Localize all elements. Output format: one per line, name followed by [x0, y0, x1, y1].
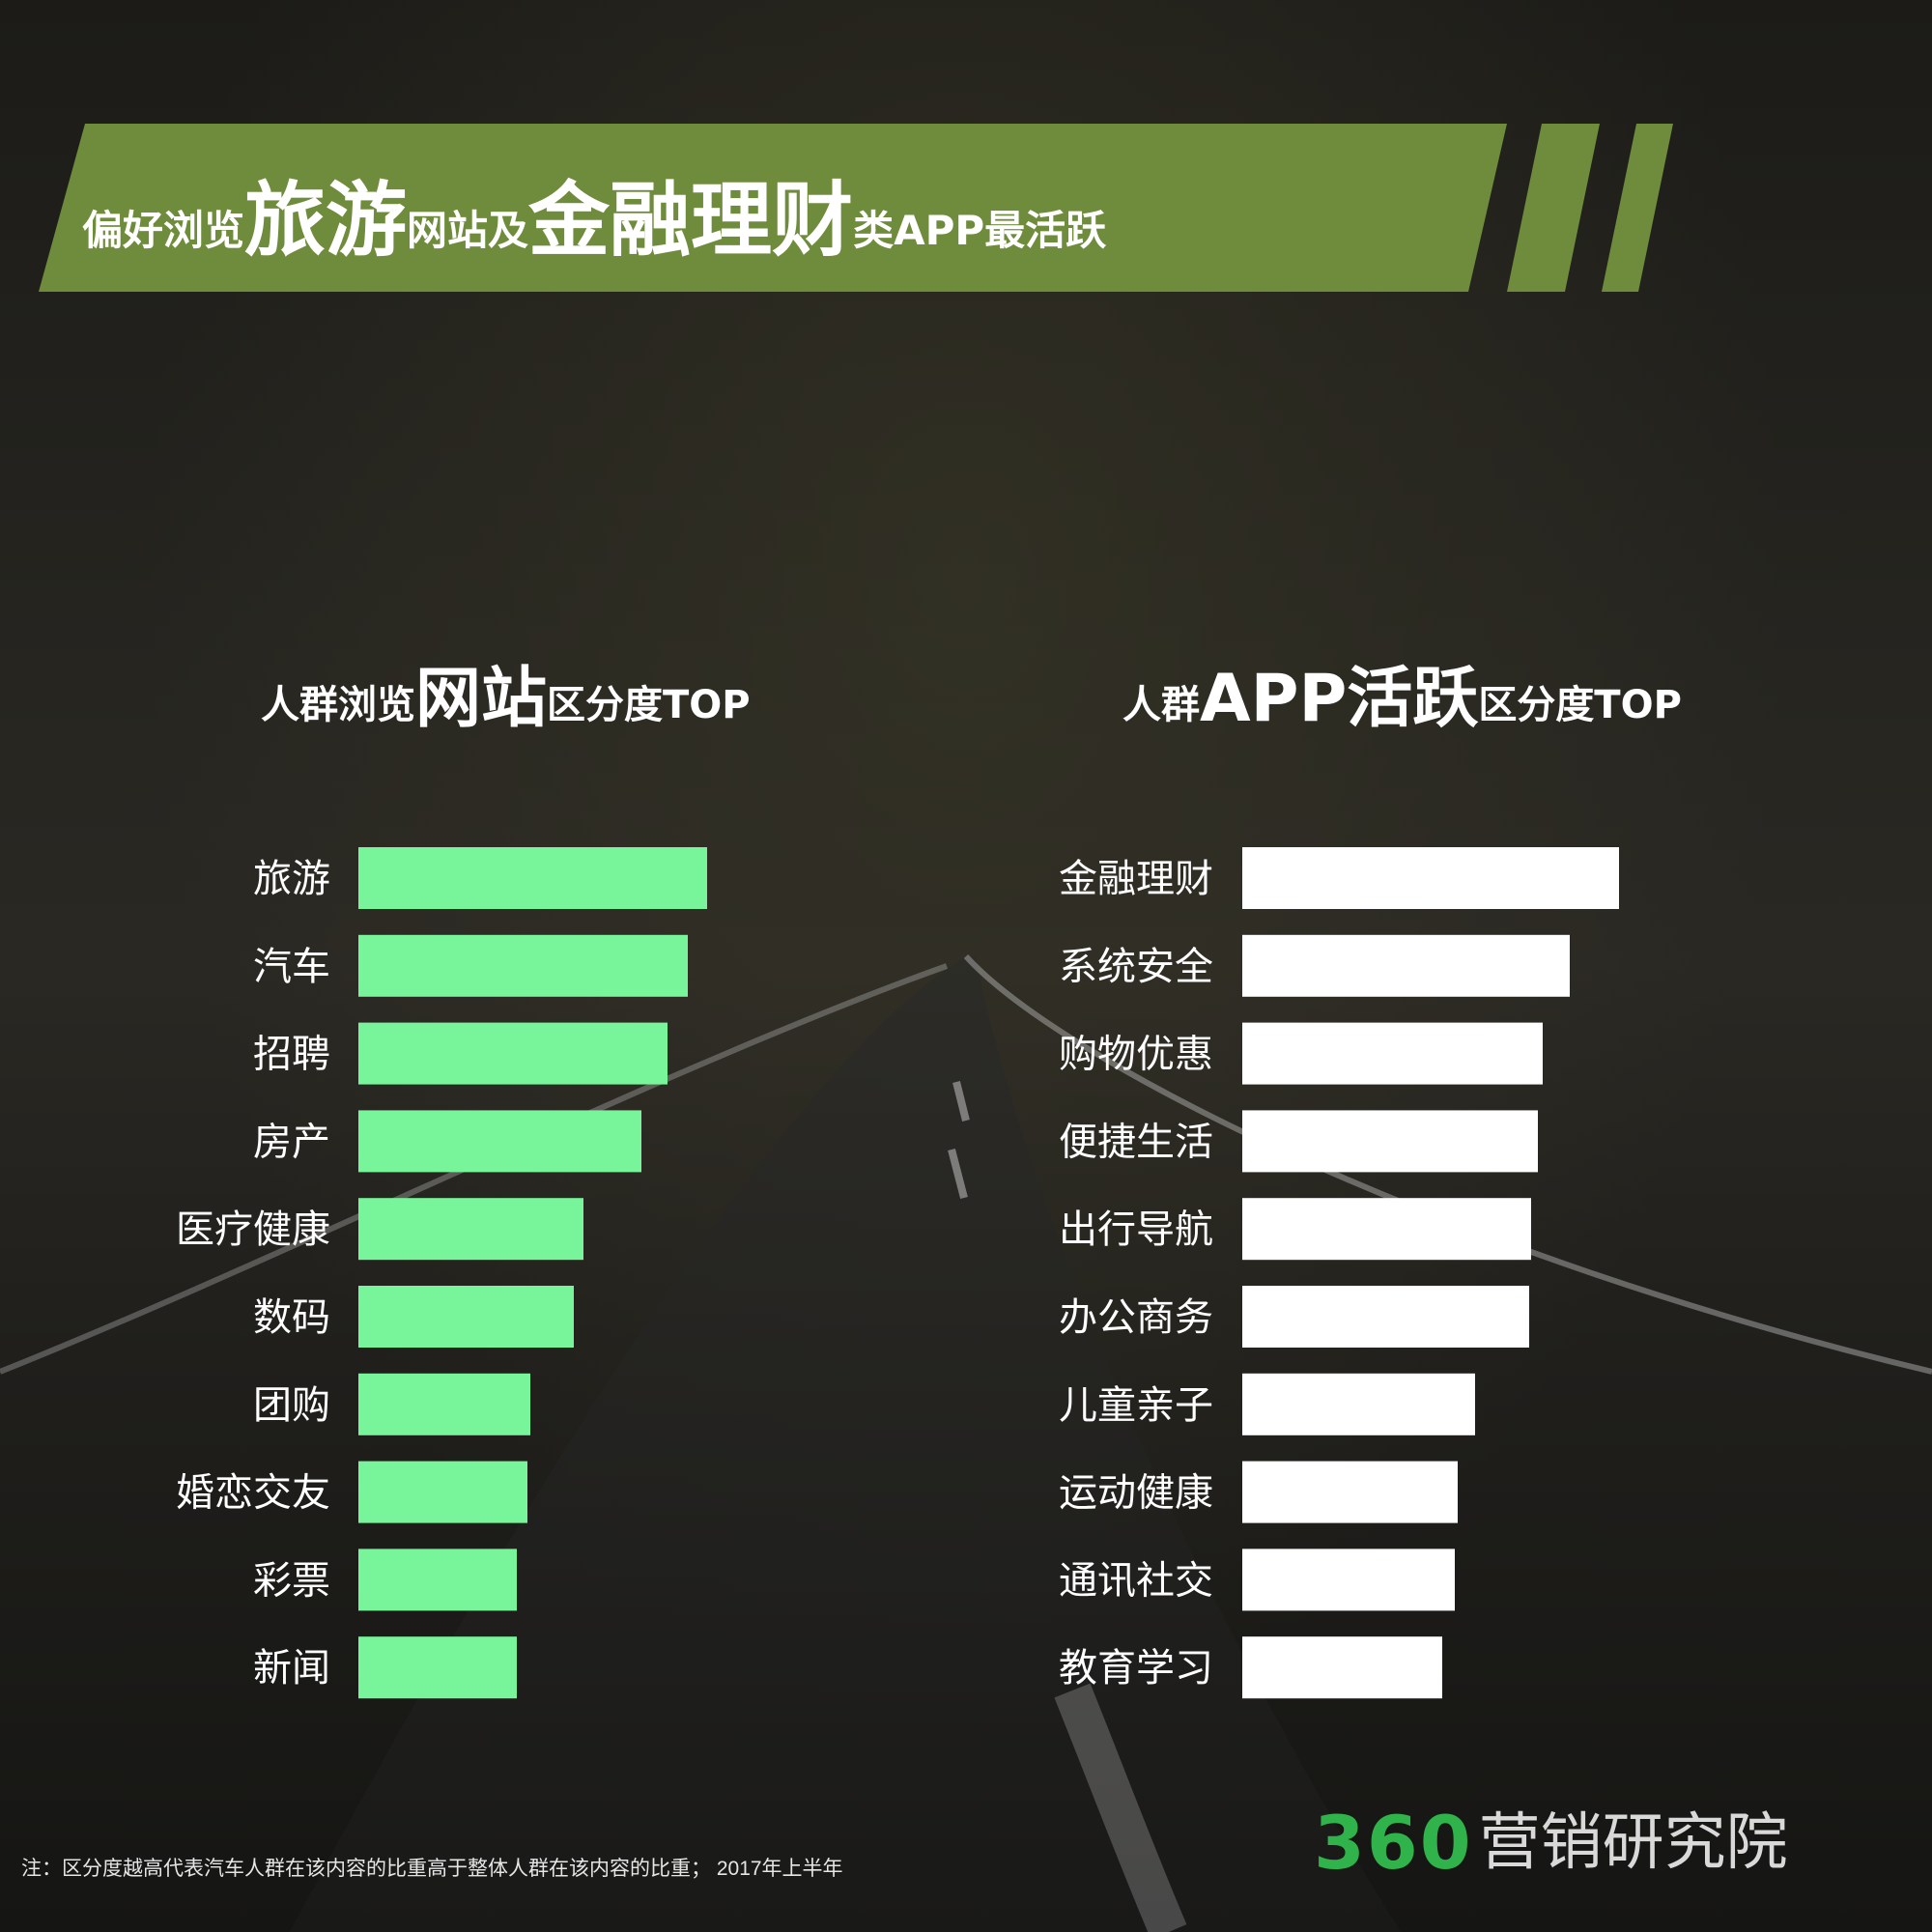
bar — [1242, 934, 1570, 997]
logo-number: 360 — [1314, 1800, 1473, 1886]
category-label: 汽车 — [253, 945, 330, 989]
title-part-2: 旅游 — [244, 173, 408, 268]
title-part-1: 偏好浏览 — [82, 207, 245, 254]
category-label: 购物优惠 — [1059, 1033, 1213, 1077]
category-label: 彩票 — [253, 1558, 330, 1603]
logo-text: 营销研究院 — [1478, 1807, 1788, 1879]
title-part-5: 类APP最活跃 — [853, 207, 1107, 254]
footnote: 注：区分度越高代表汽车人群在该内容的比重高于整体人群在该内容的比重； 2017年… — [21, 1858, 843, 1880]
title-banner — [39, 124, 1507, 292]
bar — [1242, 847, 1619, 909]
bar — [358, 1373, 530, 1435]
bar — [358, 1548, 517, 1611]
bar — [358, 1022, 668, 1085]
category-label: 旅游 — [253, 857, 330, 901]
bar — [1242, 1636, 1442, 1699]
category-label: 系统安全 — [1059, 945, 1213, 989]
category-label: 数码 — [253, 1295, 330, 1340]
bar — [1242, 1461, 1458, 1523]
bar — [1242, 1198, 1531, 1261]
right-title-part-3: 区分度TOP — [1478, 683, 1682, 727]
bar — [358, 1110, 641, 1173]
category-label: 医疗健康 — [176, 1208, 330, 1252]
bar — [358, 934, 688, 997]
bar — [1242, 1022, 1543, 1085]
left-title-part-3: 区分度TOP — [547, 683, 751, 727]
brand-logo: 360 营销研究院 — [1314, 1806, 1788, 1880]
bar — [358, 1198, 583, 1261]
bar — [358, 1636, 517, 1699]
category-label: 新闻 — [253, 1646, 330, 1690]
category-label: 金融理财 — [1059, 857, 1213, 901]
title-part-3: 网站及 — [407, 207, 529, 254]
category-label: 教育学习 — [1059, 1646, 1213, 1690]
category-label: 通讯社交 — [1059, 1558, 1213, 1603]
page-title: 偏好浏览 旅游 网站及 金融理财 类APP最活跃 — [82, 155, 1106, 261]
title-part-4: 金融理财 — [528, 173, 854, 268]
banner-stripes — [1507, 124, 1673, 292]
right-title-part-1: 人群 — [1122, 683, 1200, 727]
bar — [1242, 1373, 1475, 1435]
bar — [1242, 1286, 1529, 1348]
right-title-part-2: APP活跃 — [1200, 661, 1479, 737]
category-label: 儿童亲子 — [1059, 1383, 1213, 1428]
right-chart-title: 人群 APP活跃 区分度TOP — [1122, 667, 1682, 732]
left-title-part-1: 人群浏览 — [261, 683, 415, 727]
category-label: 团购 — [253, 1383, 330, 1428]
bar — [358, 1286, 574, 1348]
bar — [358, 847, 707, 909]
left-chart-title: 人群浏览 网站 区分度TOP — [261, 667, 751, 732]
category-label: 婚恋交友 — [176, 1471, 330, 1516]
left-title-part-2: 网站 — [415, 661, 548, 737]
category-label: 招聘 — [253, 1033, 330, 1077]
category-label: 出行导航 — [1059, 1208, 1213, 1252]
bar — [358, 1461, 527, 1523]
category-label: 运动健康 — [1059, 1471, 1213, 1516]
category-label: 办公商务 — [1059, 1295, 1213, 1340]
bar — [1242, 1110, 1538, 1173]
category-label: 便捷生活 — [1059, 1120, 1213, 1164]
bar — [1242, 1548, 1455, 1611]
category-label: 房产 — [253, 1120, 330, 1164]
